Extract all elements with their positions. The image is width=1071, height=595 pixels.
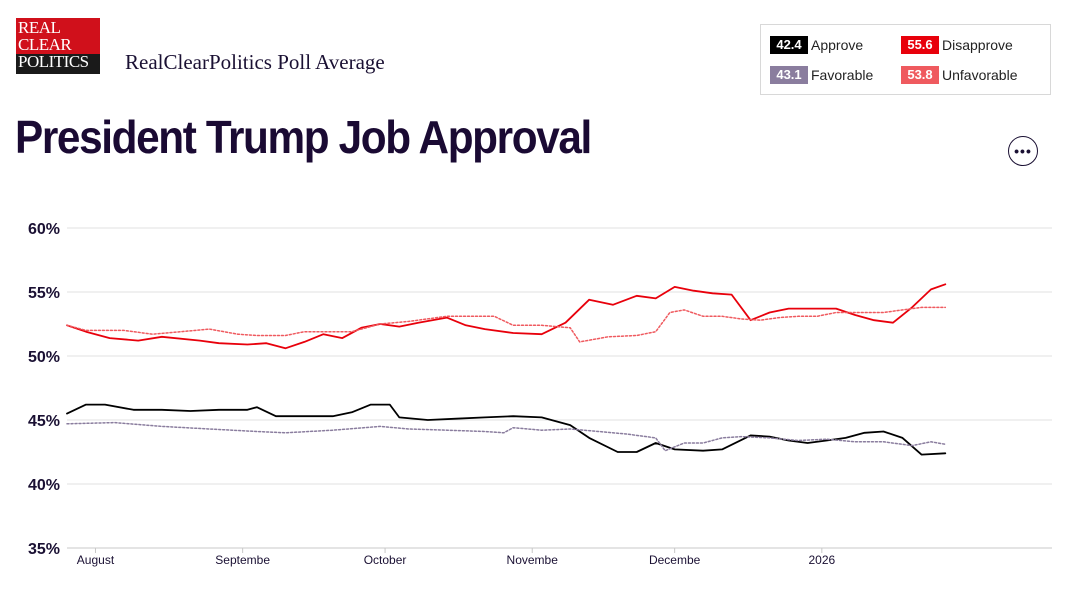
legend-disapprove-label: Disapprove [942, 37, 1013, 53]
y-tick-label-60: 60% [28, 221, 60, 238]
legend-unfavorable-label: Unfavorable [942, 67, 1018, 83]
legend-approve-value: 42.4 [770, 36, 808, 54]
y-axis: 60% 55% 50% 45% 40% 35% [28, 221, 60, 558]
legend-approve-label: Approve [811, 37, 864, 53]
x-tick-label-august: August [77, 553, 115, 567]
logo-text: REAL CLEAR POLITICS [18, 19, 89, 70]
legend-box: 42.4 Approve 55.6 Disapprove 43.1 Favora… [760, 24, 1051, 95]
x-axis: August Septembe October Novembe Decembe 2026 [77, 548, 835, 567]
more-options-button[interactable]: ••• [1008, 136, 1038, 166]
logo-line-3: POLITICS [18, 52, 89, 71]
x-tick-label-october: October [364, 553, 407, 567]
x-tick-label-decembe: Decembe [649, 553, 701, 567]
chart-series [66, 283, 947, 456]
series-line-disapprove[interactable] [66, 283, 947, 350]
logo-red-block [16, 18, 100, 54]
series-line-approve[interactable] [66, 403, 947, 456]
series-line-unfavorable[interactable] [66, 306, 947, 343]
chart-gridlines [67, 227, 1052, 549]
logo-line-2: CLEAR [18, 35, 72, 54]
x-tick-label-novembe: Novembe [507, 553, 559, 567]
rcp-logo[interactable]: REAL CLEAR POLITICS [16, 18, 100, 74]
page-title: President Trump Job Approval [15, 111, 592, 163]
legend-unfavorable[interactable]: 53.8 Unfavorable [901, 66, 1018, 84]
x-tick-label-septembe: Septembe [215, 553, 270, 567]
y-tick-label-35: 35% [28, 541, 60, 558]
legend-favorable[interactable]: 43.1 Favorable [770, 66, 873, 84]
legend-approve[interactable]: 42.4 Approve [770, 36, 863, 54]
y-tick-label-55: 55% [28, 285, 60, 302]
legend-disapprove[interactable]: 55.6 Disapprove [901, 36, 1013, 54]
brand-subtitle: RealClearPolitics Poll Average [125, 50, 385, 74]
legend-favorable-value: 43.1 [770, 66, 808, 84]
y-tick-label-45: 45% [28, 413, 60, 430]
series-line-favorable[interactable] [66, 421, 947, 452]
legend-favorable-label: Favorable [811, 67, 874, 83]
x-tick-label-2026: 2026 [808, 553, 835, 567]
y-tick-label-50: 50% [28, 349, 60, 366]
y-tick-label-40: 40% [28, 477, 60, 494]
logo-line-1: REAL [18, 18, 61, 37]
legend-disapprove-value: 55.6 [901, 36, 939, 54]
legend-unfavorable-value: 53.8 [901, 66, 939, 84]
